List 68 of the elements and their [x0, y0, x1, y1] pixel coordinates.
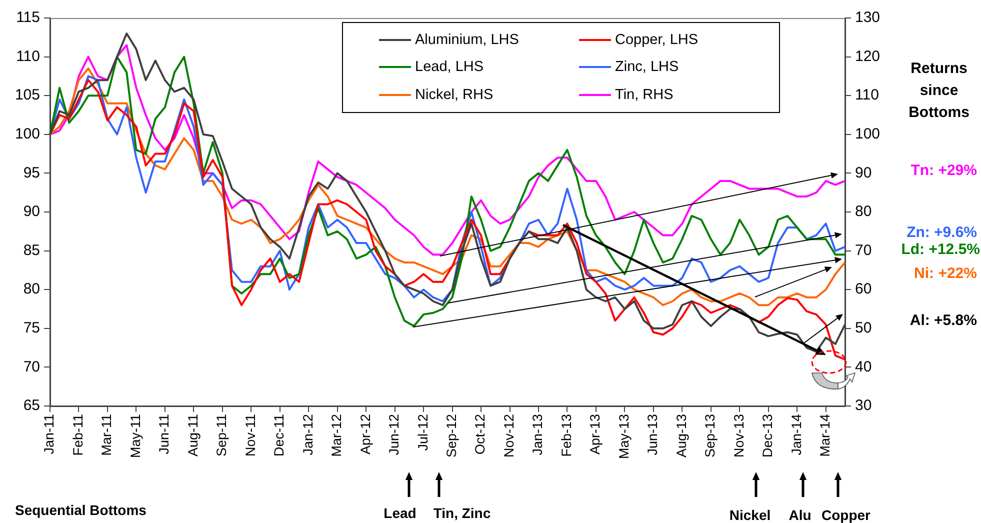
x-tick-label: May-13 [616, 414, 632, 460]
text: Al: +5.8% [910, 312, 977, 329]
y2-tick-label: 100 [855, 126, 880, 143]
x-tick-label: Jul-12 [415, 414, 430, 451]
y2-tick-label: 90 [855, 164, 872, 182]
text: Sequential Bottoms [15, 502, 148, 518]
y2-tick-label: 60 [855, 280, 872, 298]
x-tick-label: Sep-13 [702, 414, 718, 458]
text: Ld: +12.5% [901, 241, 980, 258]
x-tick-label: Nov-11 [242, 414, 258, 457]
text: Zn: +9.6% [906, 224, 977, 241]
x-tick-label: May-11 [128, 414, 143, 458]
text: Tn: +29% [910, 162, 977, 179]
x-tick-label: Feb-13 [558, 414, 574, 457]
x-tick-label: Jan-11 [42, 414, 57, 454]
x-tick-label: Jan-12 [300, 414, 316, 456]
x-tick-label: Apr-13 [588, 414, 603, 455]
y-tick-label: 95 [23, 164, 40, 182]
x-tick-label: Sep-11 [214, 414, 230, 457]
x-tick-label: Jun-11 [156, 414, 172, 454]
x-tick-label: Jan-13 [530, 414, 546, 456]
y-tick-label: 110 [16, 48, 40, 65]
legend-label: Copper, LHS [615, 32, 698, 48]
y2-tick-label: 110 [855, 86, 879, 104]
x-tick-label: Mar-12 [329, 414, 344, 457]
y2-tick-label: 120 [855, 48, 880, 65]
legend-label: Zinc, LHS [615, 59, 679, 76]
y-tick-label: 65 [23, 397, 40, 414]
x-tick-label: Sep-12 [444, 414, 460, 458]
text: Tin, Zinc [433, 505, 491, 521]
y-tick-label: 100 [14, 126, 40, 143]
legend-label: Aluminium, LHS [415, 32, 519, 48]
y-tick-label: 80 [23, 280, 40, 298]
y2-tick-label: 80 [855, 203, 872, 220]
text: Ni: +22% [913, 265, 977, 282]
y-tick-label: 70 [23, 358, 40, 376]
x-tick-label: Mar-11 [99, 414, 114, 456]
text: Returns since Bottoms [908, 59, 970, 123]
x-tick-label: Mar-14 [818, 414, 833, 457]
text: Alu [788, 507, 812, 523]
legend-label: Tin, RHS [615, 87, 674, 104]
y-tick-label: 85 [23, 242, 40, 259]
y2-tick-label: 130 [855, 9, 880, 26]
x-tick-label: Jan-14 [788, 414, 804, 456]
y-tick-label: 115 [16, 9, 40, 26]
x-tick-label: Aug-13 [674, 414, 689, 458]
legend-label: Lead, LHS [415, 59, 484, 76]
text: Copper [822, 507, 870, 523]
y2-tick-label: 30 [855, 397, 872, 414]
x-tick-label: Dec-13 [760, 414, 776, 458]
text: Nickel [729, 507, 771, 523]
x-tick-label: Jun-13 [645, 414, 660, 456]
y-tick-label: 105 [14, 86, 40, 104]
x-tick-label: Oct-12 [472, 414, 488, 455]
y2-tick-label: 70 [855, 242, 872, 259]
y-tick-label: 90 [23, 203, 40, 220]
y2-tick-label: 40 [855, 358, 872, 376]
y2-tick-label: 50 [855, 320, 872, 337]
x-tick-label: Nov-13 [731, 414, 746, 458]
x-tick-label: Jun-12 [386, 414, 402, 456]
x-tick-label: Apr-12 [358, 414, 373, 455]
y-tick-label: 75 [23, 320, 40, 337]
legend-label: Nickel, RHS [415, 87, 494, 104]
x-tick-label: Aug-11 [185, 414, 200, 457]
x-tick-label: Nov-12 [501, 414, 516, 458]
x-tick-label: Feb-11 [70, 414, 86, 456]
x-tick-label: Dec-11 [272, 414, 287, 457]
text: Lead [384, 505, 416, 521]
